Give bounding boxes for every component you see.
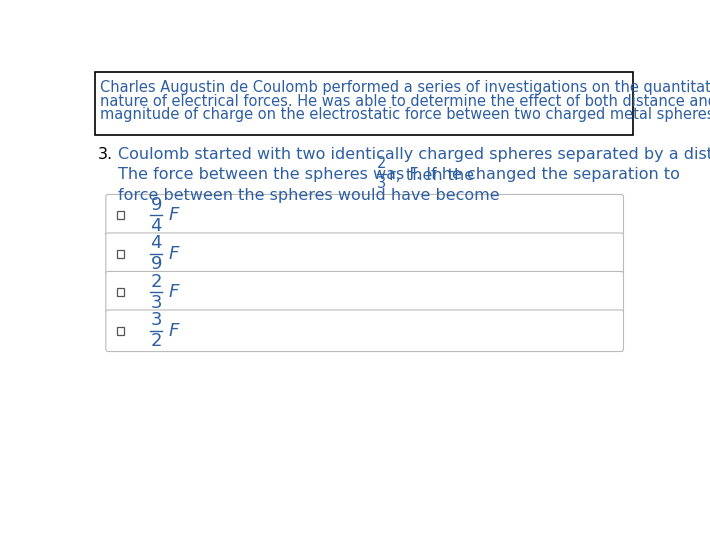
Bar [116,327,124,334]
FancyBboxPatch shape [106,310,623,352]
Text: magnitude of charge on the electrostatic force between two charged metal spheres: magnitude of charge on the electrostatic… [100,107,710,122]
Text: 2: 2 [151,273,162,291]
Text: F: F [168,245,179,263]
Text: Coulomb started with two identically charged spheres separated by a distance r.: Coulomb started with two identically cha… [118,147,710,162]
FancyBboxPatch shape [106,195,623,236]
Bar [116,288,124,296]
Text: 3: 3 [151,294,162,312]
Bar [116,211,124,219]
Text: 9: 9 [151,196,162,214]
Text: F: F [168,322,179,340]
Text: 4: 4 [151,234,162,252]
Text: 3: 3 [151,311,162,329]
Bar [116,250,124,258]
Text: F: F [168,206,179,224]
Text: F: F [168,283,179,301]
Text: Charles Augustin de Coulomb performed a series of investigations on the quantita: Charles Augustin de Coulomb performed a … [100,80,710,95]
Text: The force between the spheres was F. If he changed the separation to: The force between the spheres was F. If … [118,167,685,182]
FancyBboxPatch shape [95,72,633,135]
Text: 4: 4 [151,217,162,235]
FancyBboxPatch shape [106,271,623,313]
Text: 2: 2 [151,332,162,351]
Text: force between the spheres would have become: force between the spheres would have bec… [118,188,500,203]
Text: 3.: 3. [98,147,113,162]
Text: 2: 2 [377,157,386,172]
Text: r, then the: r, then the [390,167,474,182]
Text: 9: 9 [151,255,162,273]
Text: 3: 3 [377,176,386,191]
FancyBboxPatch shape [106,233,623,274]
Text: nature of electrical forces. He was able to determine the effect of both distanc: nature of electrical forces. He was able… [100,94,710,109]
